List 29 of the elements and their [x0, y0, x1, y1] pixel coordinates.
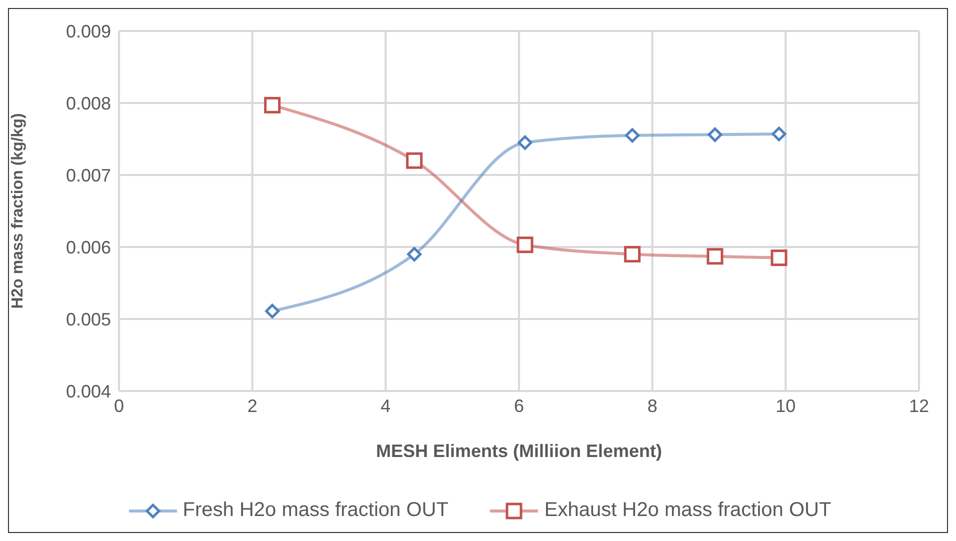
point: [625, 128, 640, 143]
x-tick-label: 0: [114, 396, 124, 416]
legend-label: Fresh H2o mass fraction OUT: [182, 499, 448, 522]
point: [406, 152, 423, 169]
x-tick-label: 4: [380, 396, 391, 416]
point: [706, 248, 724, 265]
x-tick-label: 10: [776, 396, 796, 416]
y-tick-label: 0.004: [66, 381, 111, 402]
x-axis-title: MESH Eliments (Milliion Element): [376, 441, 662, 461]
point: [518, 135, 532, 150]
point: [264, 96, 281, 114]
x-tick-label: 8: [647, 396, 658, 416]
y-tick-label: 0.006: [66, 237, 111, 258]
point: [770, 250, 788, 266]
point: [624, 246, 641, 262]
point: [407, 246, 422, 262]
x-tick-label: 6: [514, 396, 524, 416]
point: [708, 127, 722, 142]
y-tick-label: 0.009: [66, 21, 111, 42]
x-tick-label: 12: [908, 396, 930, 416]
x-tick-label: 2: [247, 396, 258, 416]
point: [772, 126, 786, 142]
y-tick-label: 0.007: [66, 165, 111, 186]
legend-label: Exhaust H2o mass fraction OUT: [543, 499, 832, 522]
point: [516, 236, 534, 254]
y-axis-title: H2o mass fraction (kg/kg): [10, 113, 27, 309]
y-tick-label: 0.005: [66, 309, 111, 330]
y-tick-label: 0.008: [66, 93, 111, 114]
point: [265, 304, 280, 318]
